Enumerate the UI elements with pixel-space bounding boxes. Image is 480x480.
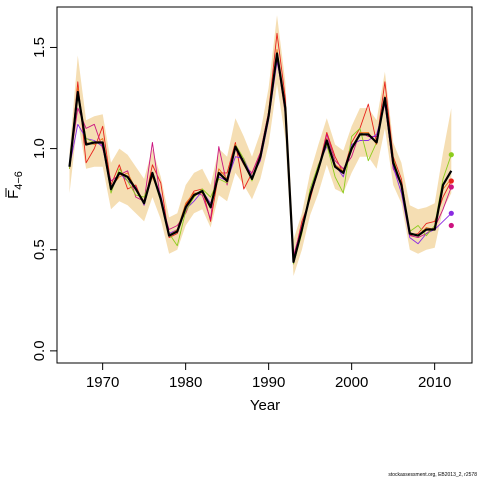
y-tick-label-0: 0.0	[31, 340, 48, 361]
y-tick-label-3: 1.5	[31, 37, 48, 58]
endpoint-marker-4	[448, 222, 454, 229]
series-line-main	[68, 52, 453, 263]
series-layer	[68, 32, 453, 265]
x-tick-label-3: 2000	[335, 374, 368, 391]
svg-text:F4−6: F4−6	[5, 171, 25, 199]
x-tick-label-4: 2010	[418, 374, 451, 391]
x-axis: 1970 1980 1990 2000 2010	[86, 362, 451, 391]
x-tick-label-0: 1970	[86, 374, 119, 391]
x-tick-label-1: 1980	[169, 374, 202, 391]
confidence-band-layer	[69, 15, 452, 276]
y-axis: 0.0 0.5 1.0 1.5	[31, 37, 58, 361]
endpoint-marker-1	[448, 178, 454, 184]
endpoint-marker-2	[448, 184, 454, 190]
y-axis-title-subscript: 4−6	[13, 171, 25, 190]
credit-text: stockassessment.org, EB2013_2, r2578	[388, 472, 477, 478]
endpoint-marker-0	[448, 152, 454, 158]
y-axis-title: F4−6	[5, 171, 25, 199]
y-tick-label-2: 1.0	[31, 138, 48, 159]
endpoint-marker-3	[448, 210, 454, 216]
endpoint-layer	[448, 152, 454, 229]
confidence-band	[69, 15, 452, 276]
y-tick-label-1: 0.5	[31, 239, 48, 260]
x-axis-title: Year	[250, 397, 280, 414]
y-axis-title-main: F	[5, 190, 22, 199]
x-tick-label-2: 1990	[252, 374, 285, 391]
